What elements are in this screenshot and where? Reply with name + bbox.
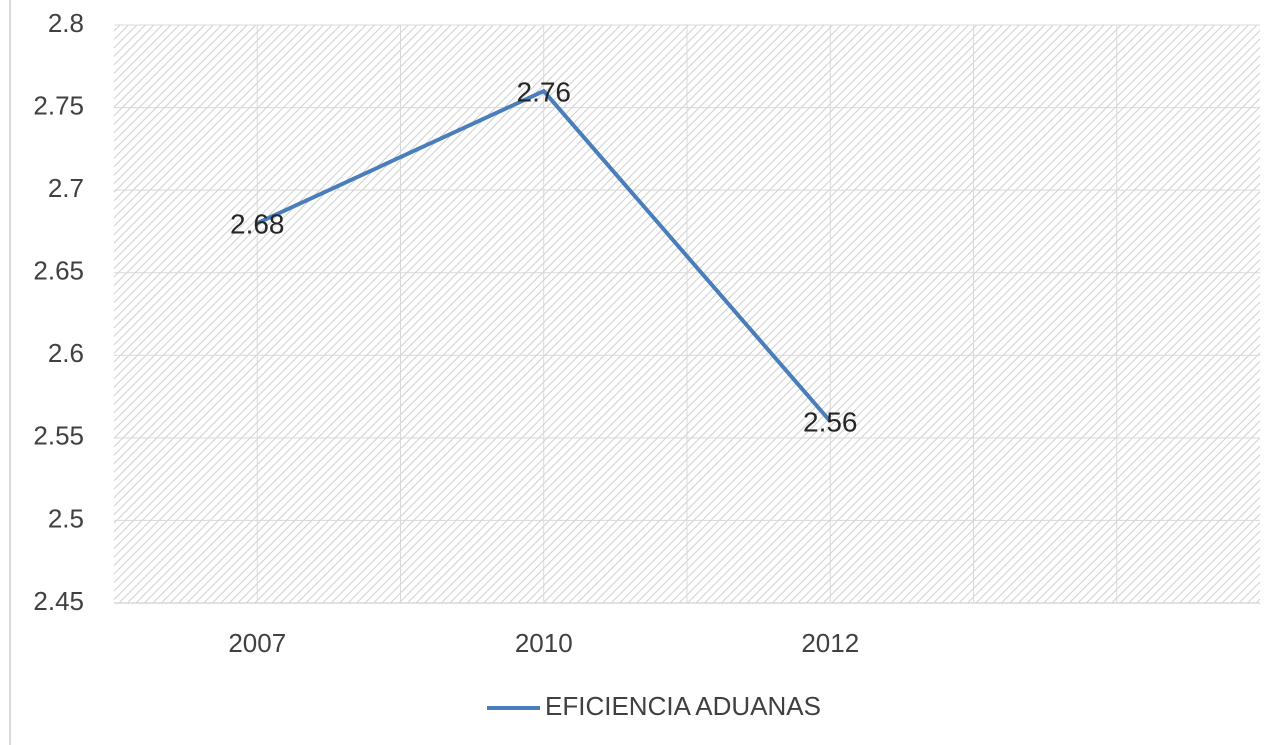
y-tick-label: 2.75 bbox=[33, 90, 84, 120]
y-tick-label: 2.8 bbox=[48, 8, 84, 38]
legend-label: EFICIENCIA ADUANAS bbox=[545, 691, 821, 721]
data-label: 2.68 bbox=[230, 209, 285, 240]
x-tick-label: 2010 bbox=[515, 628, 573, 658]
y-tick-label: 2.65 bbox=[33, 256, 84, 286]
y-tick-label: 2.55 bbox=[33, 421, 84, 451]
y-tick-label: 2.7 bbox=[48, 173, 84, 203]
series-line bbox=[256, 89, 832, 423]
x-tick-label: 2012 bbox=[801, 628, 859, 658]
y-tick-label: 2.6 bbox=[48, 338, 84, 368]
y-tick-label: 2.45 bbox=[33, 586, 84, 616]
data-label: 2.56 bbox=[803, 407, 858, 438]
data-label: 2.76 bbox=[517, 76, 572, 107]
y-tick-label: 2.5 bbox=[48, 503, 84, 533]
x-tick-label: 2007 bbox=[228, 628, 286, 658]
